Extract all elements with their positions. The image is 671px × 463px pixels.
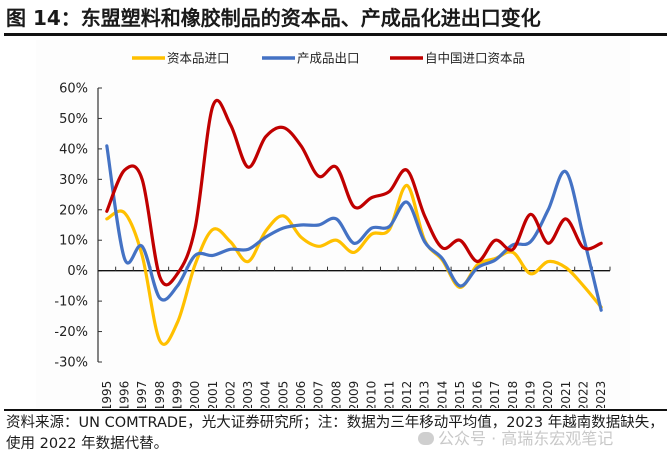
y-tick-label: 30% — [59, 173, 88, 188]
y-tick-label: 50% — [59, 112, 88, 127]
y-tick-label: -30% — [54, 356, 88, 371]
x-tick-label: 2013 — [418, 381, 432, 408]
x-tick-label: 1999 — [170, 381, 184, 408]
x-tick-label: 2012 — [400, 381, 414, 408]
legend-label: 资本品进口 — [167, 51, 230, 66]
x-tick-label: 2021 — [559, 381, 573, 408]
source-note: 资料来源：UN COMTRADE，光大证券研究所；注：数据为三年移动平均值，20… — [6, 415, 664, 452]
x-tick-label: 2007 — [312, 381, 326, 408]
x-tick-label: 2017 — [488, 381, 502, 408]
watermark: 公众号 · 高瑞东宏观笔记 — [418, 425, 613, 449]
x-tick-label: 2002 — [223, 381, 237, 408]
x-tick-label: 2016 — [471, 381, 485, 408]
y-tick-label: 10% — [59, 234, 88, 249]
x-tick-label: 2014 — [435, 381, 449, 408]
x-tick-label: 2006 — [294, 381, 308, 408]
x-tick-label: 1997 — [135, 381, 149, 408]
x-tick-label: 2019 — [524, 381, 538, 408]
x-tick-label: 2005 — [276, 381, 290, 408]
y-tick-label: 20% — [59, 203, 88, 218]
x-tick-label: 2010 — [365, 381, 379, 408]
y-tick-label: -10% — [54, 295, 88, 310]
x-tick-label: 2001 — [206, 381, 220, 408]
x-tick-label: 1995 — [100, 381, 114, 408]
x-tick-label: 2004 — [259, 381, 273, 408]
x-tick-label: 2000 — [188, 381, 202, 408]
x-tick-label: 2015 — [453, 381, 467, 408]
x-tick-label: 2003 — [241, 381, 255, 408]
y-axis: -30% -20% -10% 0% 10% 20% 30% 40% 50% 60% — [54, 82, 102, 371]
y-tick-label: 60% — [59, 82, 88, 97]
line-chart: 资本品进口 产成品出口 自中国进口资本品 -30% -20% -10% 0% 10% 20% 3… — [54, 51, 611, 408]
x-tick-label: 2023 — [594, 381, 608, 408]
series-layer — [105, 98, 603, 346]
title-divider — [4, 33, 667, 36]
series-line — [105, 144, 603, 312]
x-tick-label: 1998 — [153, 381, 167, 408]
x-tick-label: 1996 — [117, 381, 131, 408]
y-tick-label: 0% — [67, 264, 88, 279]
legend-label: 产成品出口 — [297, 51, 360, 66]
legend: 资本品进口 产成品出口 自中国进口资本品 — [132, 51, 525, 66]
watermark-text: 公众号 · 高瑞东宏观笔记 — [438, 429, 614, 448]
series-line — [105, 98, 603, 287]
y-tick-label: 40% — [59, 142, 88, 157]
x-tick-label: 2018 — [506, 381, 520, 408]
x-tick-label: 2009 — [347, 381, 361, 408]
footer-divider — [4, 409, 667, 411]
wechat-icon — [418, 432, 434, 445]
x-axis: 1995 1996 1997 1998 1999 2000 2001 2002 2003 2004… — [97, 266, 611, 408]
x-tick-label: 2011 — [382, 381, 396, 408]
chart-area: 资本品进口 产成品出口 自中国进口资本品 -30% -20% -10% 0% 10% 20% 3… — [36, 40, 630, 408]
legend-label: 自中国进口资本品 — [425, 51, 525, 66]
y-tick-label: -20% — [54, 325, 88, 340]
x-tick-label: 2022 — [577, 381, 591, 408]
x-tick-label: 2008 — [329, 381, 343, 408]
x-tick-label: 2020 — [541, 381, 555, 408]
figure-title: 图 14：东盟塑料和橡胶制品的资本品、产成品化进出口变化 — [6, 6, 541, 30]
series-line — [105, 183, 603, 346]
